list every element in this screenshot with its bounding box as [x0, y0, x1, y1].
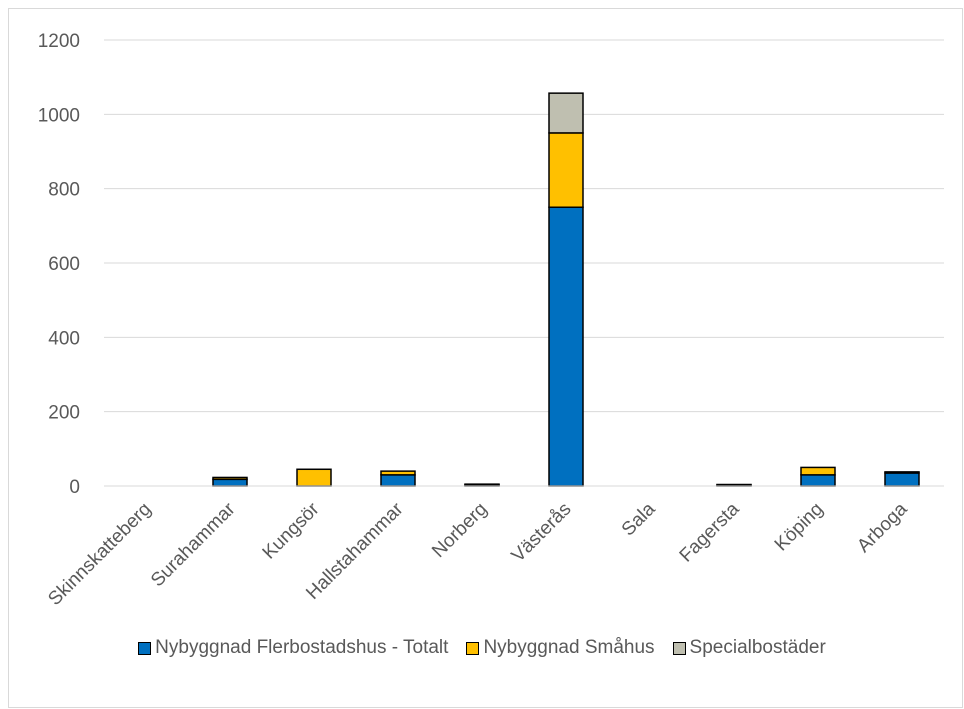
- bars: [212, 92, 920, 487]
- legend-label-specialbostader: Specialbostäder: [689, 637, 826, 658]
- legend-swatch-flerbostadshus: [138, 641, 152, 655]
- x-category-label-köping: Köping: [771, 499, 828, 556]
- y-tick-label-600: 600: [48, 254, 80, 275]
- bar-hallstahammar-series-0: [380, 474, 416, 487]
- y-tick-label-1200: 1200: [38, 31, 80, 52]
- x-category-label-fagersta: Fagersta: [676, 498, 744, 566]
- y-tick-label-800: 800: [48, 180, 80, 201]
- bar-surahammar-series-0: [212, 478, 248, 487]
- legend-swatch-specialbostader: [672, 641, 686, 655]
- bar-arboga-series-0: [884, 472, 920, 487]
- legend: Nybyggnad Flerbostadshus - Totalt Nybygg…: [0, 637, 964, 659]
- y-axis-tick-labels: 0 200 400 600 800 1000 1200: [38, 31, 80, 498]
- legend-label-flerbostadshus: Nybyggnad Flerbostadshus - Totalt: [155, 637, 449, 658]
- y-tick-label-1000: 1000: [38, 105, 80, 126]
- y-tick-label-200: 200: [48, 403, 80, 424]
- chart-frame: [8, 8, 963, 708]
- x-category-label-arboga: Arboga: [853, 498, 911, 556]
- legend-swatch-smahus: [466, 641, 480, 655]
- bar-västerås-series-1: [548, 132, 584, 209]
- legend-label-smahus: Nybyggnad Småhus: [483, 637, 655, 658]
- bar-arboga-series-1: [884, 471, 920, 474]
- x-category-label-surahammar: Surahammar: [147, 498, 240, 591]
- x-category-label-västerås: Västerås: [508, 499, 576, 567]
- x-category-label-kungsör: Kungsör: [259, 498, 324, 563]
- y-tick-label-400: 400: [48, 328, 80, 349]
- y-tick-label-0: 0: [69, 477, 80, 498]
- legend-item-smahus: Nybyggnad Småhus: [466, 637, 655, 659]
- legend-item-flerbostadshus: Nybyggnad Flerbostadshus - Totalt: [138, 637, 448, 659]
- x-category-label-skinnskatteberg: Skinnskatteberg: [44, 499, 155, 610]
- bar-hallstahammar-series-1: [380, 470, 416, 476]
- x-category-label-sala: Sala: [618, 498, 660, 540]
- bar-västerås-series-0: [548, 206, 584, 487]
- legend-item-specialbostader: Specialbostäder: [672, 637, 826, 659]
- bar-kungsör-series-1: [296, 468, 332, 487]
- bar-västerås-series-2: [548, 92, 584, 134]
- bar-fagersta-series-1: [716, 483, 752, 487]
- x-category-label-norberg: Norberg: [428, 499, 491, 562]
- bar-köping-series-0: [800, 474, 836, 487]
- gridlines: [104, 39, 944, 413]
- bar-surahammar-series-1: [212, 476, 248, 481]
- bar-norberg-series-1: [464, 483, 500, 486]
- bar-köping-series-1: [800, 466, 836, 476]
